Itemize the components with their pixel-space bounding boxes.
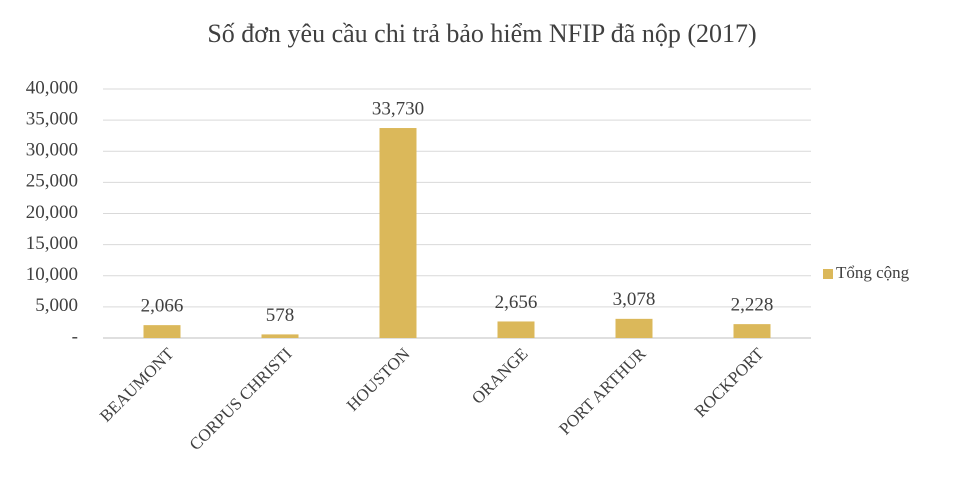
y-tick-label: 25,000 xyxy=(26,171,78,192)
data-label: 33,730 xyxy=(372,98,424,119)
x-tick-label: ROCKPORT xyxy=(691,344,768,421)
y-tick-label: 20,000 xyxy=(26,202,78,223)
bar xyxy=(143,325,181,338)
legend-label: Tổng cộng xyxy=(836,263,910,282)
y-tick-label: 40,000 xyxy=(26,77,78,98)
x-tick-label: BEAUMONT xyxy=(96,344,178,426)
x-tick-label: PORT ARTHUR xyxy=(555,344,650,439)
bar xyxy=(615,318,653,338)
bar xyxy=(261,334,299,338)
bar xyxy=(379,128,417,338)
bar xyxy=(497,321,535,338)
x-tick-label: ORANGE xyxy=(468,344,532,408)
legend-swatch xyxy=(823,269,833,279)
y-tick-label: 30,000 xyxy=(26,140,78,161)
y-tick-label: 35,000 xyxy=(26,108,78,129)
data-label: 2,656 xyxy=(495,292,538,313)
data-label: 2,066 xyxy=(141,295,184,316)
y-tick-label: - xyxy=(72,326,78,347)
x-tick-label: CORPUS CHRISTI xyxy=(186,344,296,454)
y-tick-label: 10,000 xyxy=(26,264,78,285)
data-label: 3,078 xyxy=(613,289,656,310)
data-label: 578 xyxy=(266,305,295,326)
data-label: 2,228 xyxy=(731,294,774,315)
bar xyxy=(733,324,771,338)
y-tick-label: 15,000 xyxy=(26,233,78,254)
chart-title: Số đơn yêu cầu chi trả bảo hiểm NFIP đã … xyxy=(207,19,756,48)
y-tick-label: 5,000 xyxy=(35,295,78,316)
x-tick-label: HOUSTON xyxy=(343,344,414,415)
